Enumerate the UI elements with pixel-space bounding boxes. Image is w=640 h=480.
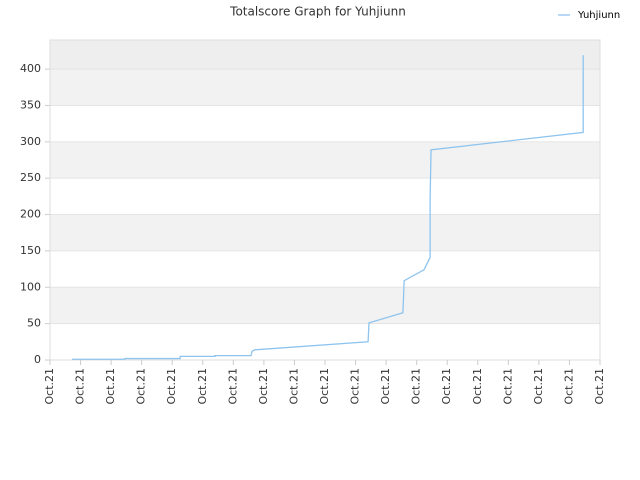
y-tick-label: 350 — [20, 98, 41, 111]
x-tick-label: Oct.21 — [501, 368, 514, 405]
grid-band — [50, 287, 600, 324]
x-tick-label: Oct.21 — [135, 368, 148, 405]
y-tick-label: 100 — [20, 280, 41, 293]
y-tick-label: 250 — [20, 171, 41, 184]
grid-band — [50, 40, 600, 70]
x-tick-label: Oct.21 — [379, 368, 392, 405]
x-tick-label: Oct.21 — [410, 368, 423, 405]
x-tick-label: Oct.21 — [226, 368, 239, 405]
x-tick-label: Oct.21 — [593, 368, 606, 405]
x-tick-label: Oct.21 — [532, 368, 545, 405]
legend-label: Yuhjiunn — [577, 10, 620, 21]
chart-title: Totalscore Graph for Yuhjiunn — [229, 5, 406, 19]
x-tick-label: Oct.21 — [471, 368, 484, 405]
y-tick-label: 200 — [20, 208, 41, 221]
grid-band — [50, 141, 600, 179]
x-tick-label: Oct.21 — [562, 368, 575, 405]
x-tick-label: Oct.21 — [165, 368, 178, 405]
y-tick-label: 300 — [20, 135, 41, 148]
grid-band — [50, 214, 600, 251]
x-tick-label: Oct.21 — [318, 368, 331, 405]
y-tick-label: 0 — [34, 353, 41, 366]
x-tick-label: Oct.21 — [74, 368, 87, 405]
grid-band — [50, 69, 600, 106]
y-tick-label: 400 — [20, 62, 41, 75]
y-tick-label: 150 — [20, 244, 41, 257]
series-line — [72, 55, 584, 360]
x-tick-label: Oct.21 — [440, 368, 453, 405]
x-tick-label: Oct.21 — [349, 368, 362, 405]
y-tick-label: 50 — [27, 317, 41, 330]
x-tick-label: Oct.21 — [104, 368, 117, 405]
x-tick-label: Oct.21 — [43, 368, 56, 405]
x-tick-label: Oct.21 — [287, 368, 300, 405]
x-tick-label: Oct.21 — [196, 368, 209, 405]
x-tick-label: Oct.21 — [257, 368, 270, 405]
